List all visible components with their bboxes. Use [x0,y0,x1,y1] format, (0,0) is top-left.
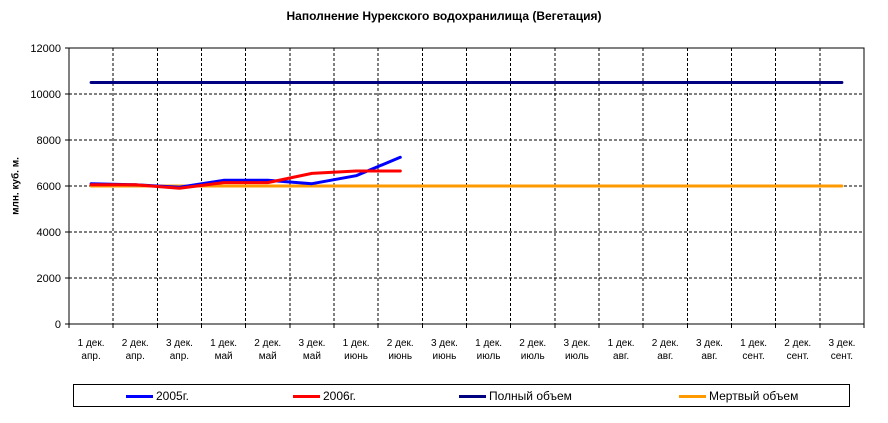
y-tick-label: 12000 [30,43,61,55]
x-tick-label: 3 дек. апр. [166,338,193,362]
legend-label-dead-volume: Мертвый объем [709,389,799,403]
legend-swatch-dead-volume [679,394,706,398]
x-tick-label: 2 дек. сент. [784,338,811,362]
x-tick-label: 2 дек. июль [519,338,546,362]
legend-item-dead-volume: Мертвый объем [679,389,798,403]
legend-swatch-2005 [126,394,153,398]
x-tick-label: 1 дек. сент. [740,338,767,362]
y-tick-label: 4000 [37,227,61,239]
legend-item-full-volume: Полный объем [459,389,572,403]
legend-label-2006: 2006г. [323,389,356,403]
tick-label-layer: 0 2000 4000 6000 8000 10000 12000 1 дек. апр. 2 д… [30,43,855,362]
legend-swatch-2006 [293,394,320,398]
legend-item-2006: 2006г. [293,389,356,403]
x-tick-label: 1 дек. авг. [608,338,635,362]
x-tick-label: 1 дек. июнь [343,338,370,362]
x-tick-label: 1 дек. июль [475,338,502,362]
legend: 2005г. 2006г. Полный объем Мертвый объем [73,384,850,407]
x-tick-label: 1 дек. апр. [78,338,105,362]
series-line-2006 [89,169,402,190]
legend-item-2005: 2005г. [126,389,189,403]
legend-swatch-full-volume [459,394,486,398]
x-tick-label: 3 дек. июль [563,338,590,362]
x-tick-label: 3 дек. авг. [696,338,723,362]
y-tick-label: 0 [55,319,61,331]
x-tick-label: 1 дек. май [210,338,237,362]
legend-label-full-volume: Полный объем [489,389,572,403]
y-tick-label: 8000 [37,135,61,147]
y-tick-label: 2000 [37,273,61,285]
y-tick-label: 6000 [37,181,61,193]
y-tick-label: 10000 [30,89,61,101]
legend-label-2005: 2005г. [156,389,189,403]
x-tick-label: 2 дек. апр. [122,338,149,362]
x-tick-label: 3 дек. июнь [431,338,458,362]
x-tick-label: 2 дек. июнь [387,338,414,362]
x-tick-label: 3 дек. сент. [828,338,855,362]
x-tick-label: 2 дек. авг. [652,338,679,362]
axis-layer [65,47,865,328]
chart-title: Наполнение Нурекского водохранилища (Вег… [286,9,602,23]
x-tick-label: 2 дек. май [254,338,281,362]
series-layer [89,81,844,190]
x-tick-label: 3 дек. май [298,338,325,362]
